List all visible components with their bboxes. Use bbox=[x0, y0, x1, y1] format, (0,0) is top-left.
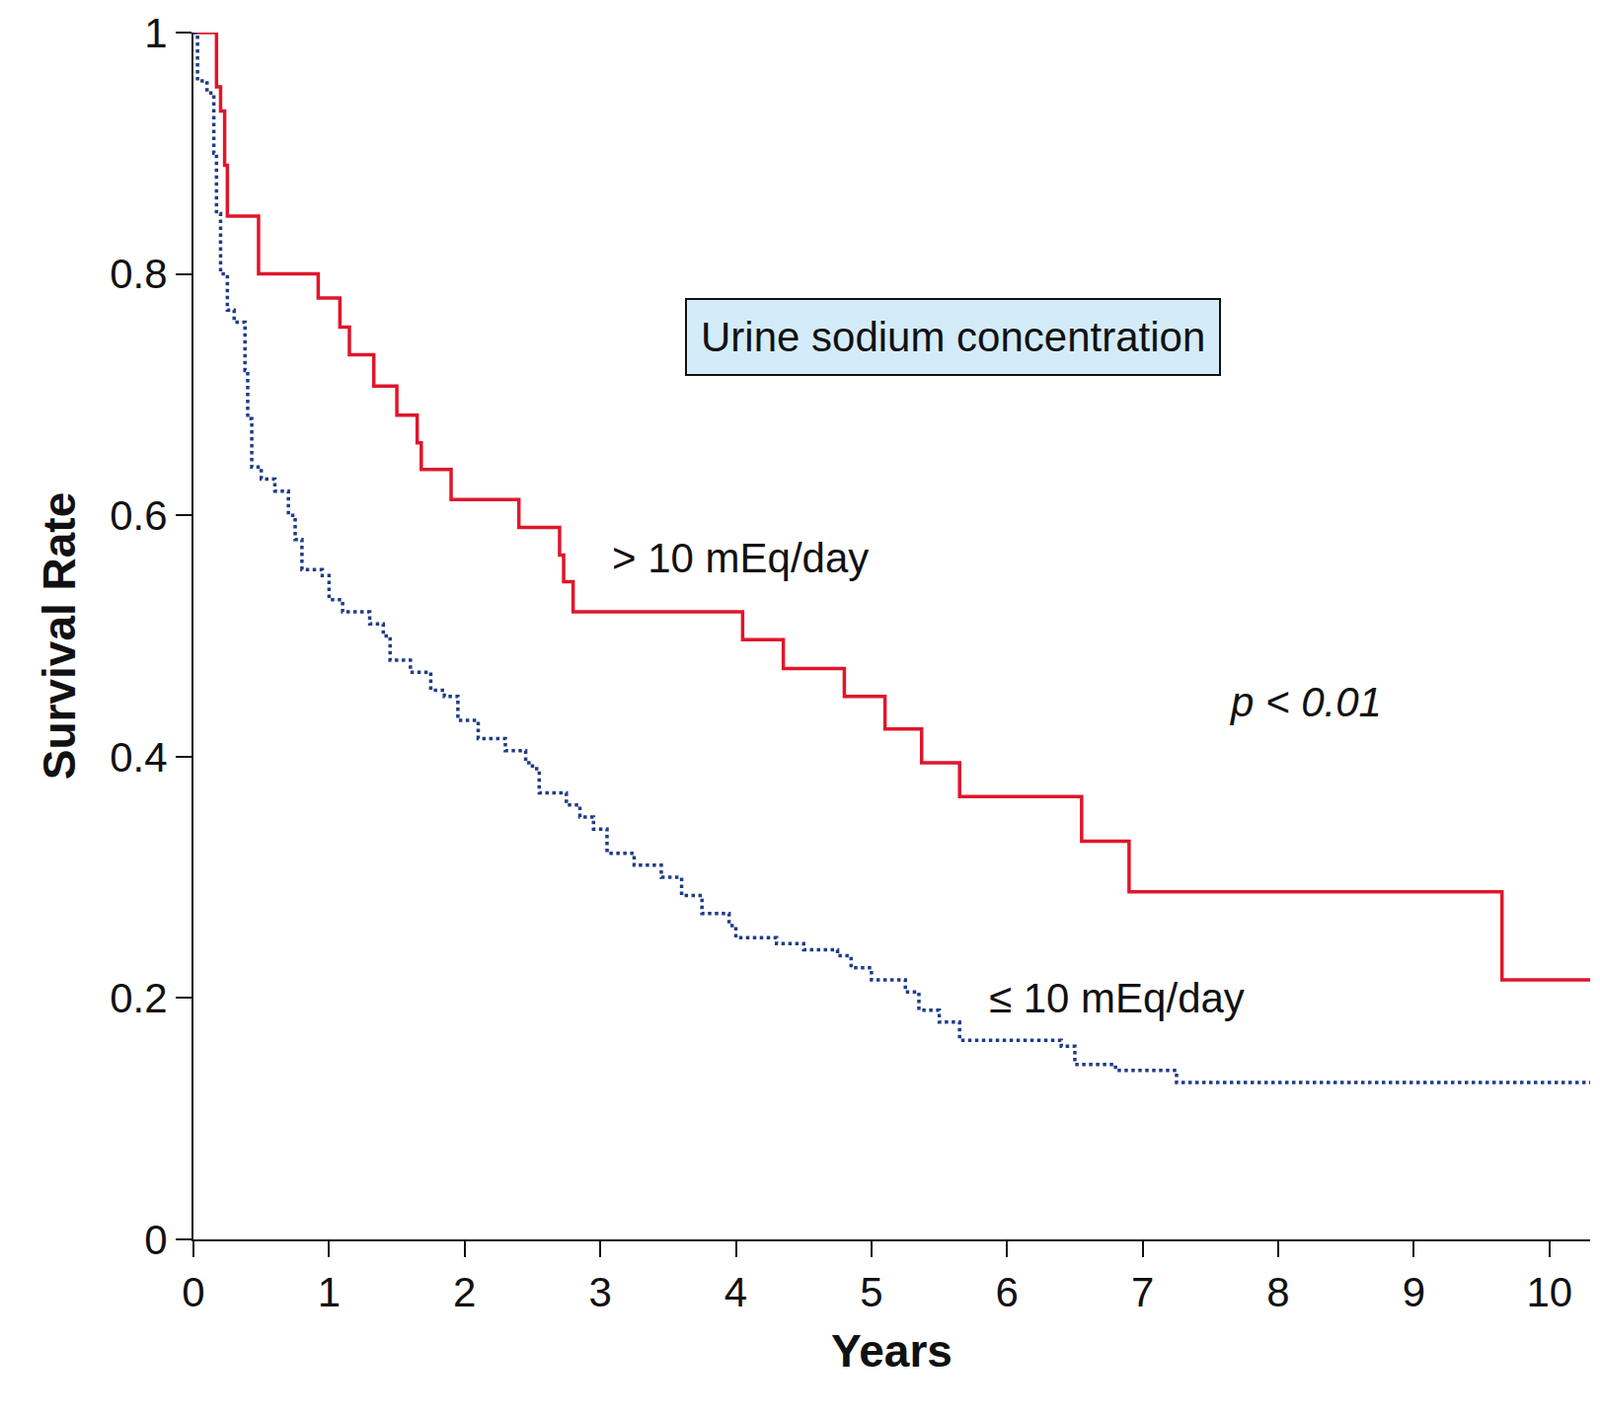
svg-text:6: 6 bbox=[995, 1269, 1019, 1316]
svg-text:8: 8 bbox=[1266, 1269, 1290, 1316]
svg-text:Survival Rate: Survival Rate bbox=[33, 492, 85, 780]
svg-text:0: 0 bbox=[144, 1217, 167, 1264]
svg-text:3: 3 bbox=[588, 1269, 611, 1316]
svg-text:0.8: 0.8 bbox=[109, 250, 167, 298]
svg-text:7: 7 bbox=[1131, 1269, 1154, 1316]
svg-text:p < 0.01: p < 0.01 bbox=[1228, 679, 1382, 726]
svg-text:0.6: 0.6 bbox=[109, 492, 167, 539]
svg-text:10: 10 bbox=[1525, 1269, 1573, 1316]
svg-text:1: 1 bbox=[317, 1269, 341, 1316]
svg-text:0.4: 0.4 bbox=[109, 734, 167, 781]
svg-text:Urine sodium concentration: Urine sodium concentration bbox=[700, 313, 1206, 361]
svg-text:9: 9 bbox=[1402, 1269, 1426, 1316]
svg-text:2: 2 bbox=[453, 1269, 476, 1316]
svg-text:0.2: 0.2 bbox=[109, 975, 167, 1022]
svg-text:Years: Years bbox=[831, 1325, 953, 1377]
svg-text:0: 0 bbox=[181, 1269, 205, 1316]
svg-text:1: 1 bbox=[144, 9, 167, 57]
svg-text:5: 5 bbox=[859, 1269, 883, 1316]
svg-text:4: 4 bbox=[724, 1269, 748, 1316]
svg-text:≤ 10 mEq/day: ≤ 10 mEq/day bbox=[989, 975, 1245, 1022]
svg-text:> 10 mEq/day: > 10 mEq/day bbox=[611, 534, 869, 582]
